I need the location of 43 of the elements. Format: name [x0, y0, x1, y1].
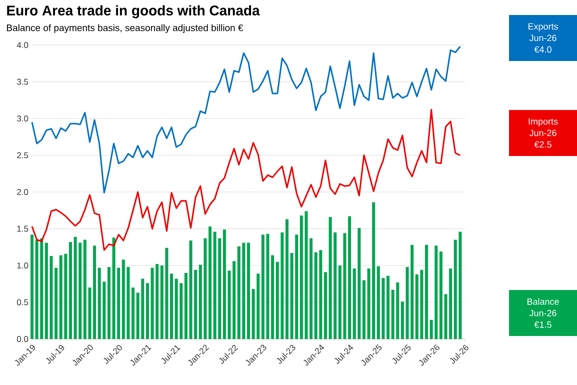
text: Exports: [528, 23, 558, 32]
bar: [93, 246, 96, 339]
text: Jun-26: [529, 130, 556, 136]
bar: [184, 272, 188, 339]
bar: [146, 283, 149, 339]
bar: [107, 266, 110, 339]
y-tick-label: 3.5: [16, 78, 28, 85]
bar: [310, 238, 313, 339]
text: €1.5: [534, 321, 552, 328]
y-tick-label: 0.0: [16, 336, 28, 342]
chart-title: Euro Area trade in goods with Canada: [7, 5, 260, 18]
bar: [386, 276, 390, 339]
y-tick-label: 1.5: [17, 226, 28, 232]
bar: [439, 252, 442, 339]
bar: [30, 234, 34, 339]
y-tick-label: 2.0: [17, 188, 28, 196]
text: €2.5: [534, 141, 552, 148]
bar: [324, 272, 327, 339]
text: €4.0: [534, 46, 552, 53]
text: Imports: [528, 118, 558, 126]
bar: [400, 302, 404, 339]
text: Jun-26: [529, 310, 556, 316]
bar: [285, 219, 288, 339]
text: Jun-26: [529, 34, 556, 42]
bar: [54, 268, 58, 339]
y-tick-label: 2.5: [17, 152, 28, 158]
bar: [362, 280, 366, 339]
text: Balance: [527, 298, 559, 305]
y-tick-label: 3.0: [16, 115, 28, 122]
y-tick-label: 1.0: [17, 262, 28, 269]
bar: [208, 226, 212, 339]
chart-subtitle: Balance of payments basis, seasonally adjusted billion €: [6, 24, 244, 34]
bar: [247, 242, 250, 339]
bar: [170, 274, 174, 339]
y-tick-label: 4.0: [16, 42, 28, 48]
bar: [348, 216, 352, 339]
bar: [425, 244, 428, 339]
bar: [132, 288, 135, 339]
line-series: [31, 46, 461, 194]
bar: [222, 229, 226, 339]
bar: [68, 242, 72, 339]
y-tick-label: 0.5: [16, 299, 28, 306]
bar: [261, 234, 264, 339]
